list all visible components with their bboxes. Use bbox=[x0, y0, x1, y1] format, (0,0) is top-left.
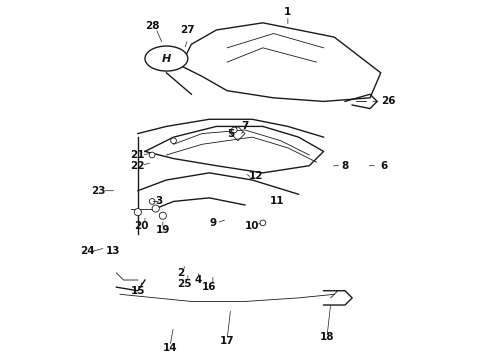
Text: 10: 10 bbox=[245, 221, 259, 231]
Text: 12: 12 bbox=[248, 171, 263, 181]
Text: 3: 3 bbox=[156, 197, 163, 206]
Text: 28: 28 bbox=[145, 21, 159, 31]
Text: 15: 15 bbox=[130, 286, 145, 296]
Text: 26: 26 bbox=[381, 96, 395, 107]
Text: 1: 1 bbox=[284, 7, 292, 17]
Text: 21: 21 bbox=[130, 150, 145, 160]
Text: 4: 4 bbox=[195, 275, 202, 285]
Text: 25: 25 bbox=[177, 279, 192, 289]
Text: 8: 8 bbox=[342, 161, 349, 171]
Circle shape bbox=[149, 199, 155, 204]
Text: 23: 23 bbox=[91, 186, 106, 196]
Text: 11: 11 bbox=[270, 197, 284, 206]
Circle shape bbox=[159, 212, 167, 219]
Circle shape bbox=[134, 208, 142, 216]
Text: 22: 22 bbox=[130, 161, 145, 171]
Text: 20: 20 bbox=[134, 221, 148, 231]
Circle shape bbox=[171, 138, 176, 144]
Text: 5: 5 bbox=[227, 129, 234, 139]
Text: 13: 13 bbox=[105, 247, 120, 256]
Circle shape bbox=[231, 127, 237, 133]
Text: 2: 2 bbox=[177, 268, 184, 278]
Text: 18: 18 bbox=[320, 332, 334, 342]
Text: 9: 9 bbox=[209, 218, 217, 228]
Circle shape bbox=[149, 152, 155, 158]
Text: 24: 24 bbox=[80, 247, 95, 256]
Text: 19: 19 bbox=[156, 225, 170, 235]
Ellipse shape bbox=[145, 46, 188, 71]
Text: 17: 17 bbox=[220, 336, 234, 346]
Text: 16: 16 bbox=[202, 282, 217, 292]
Text: H: H bbox=[162, 54, 171, 64]
Text: 14: 14 bbox=[163, 343, 177, 353]
Text: 27: 27 bbox=[180, 25, 195, 35]
Circle shape bbox=[152, 205, 159, 212]
Circle shape bbox=[260, 220, 266, 226]
Text: 6: 6 bbox=[381, 161, 388, 171]
Text: 7: 7 bbox=[241, 121, 249, 131]
